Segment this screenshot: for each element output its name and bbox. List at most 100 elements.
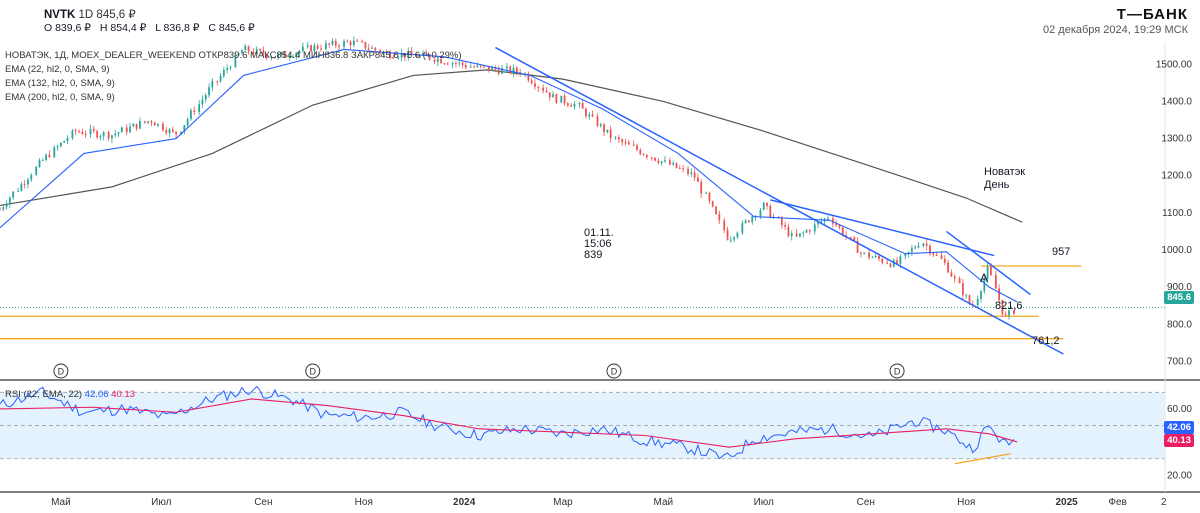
candle-body	[560, 95, 563, 103]
candle-body	[935, 254, 938, 256]
candle-body	[226, 68, 229, 71]
candle-body	[953, 276, 956, 279]
candle-body	[436, 58, 439, 62]
candle-body	[878, 255, 880, 259]
candle-body	[780, 217, 783, 226]
time-tick-label: 2025	[1055, 497, 1078, 508]
rsi-label[interactable]: RSI (22, EMA, 22) 42.06 40.13	[5, 389, 135, 400]
candle-body	[491, 67, 494, 71]
price-tick-label: 800.0	[1167, 319, 1192, 330]
ema200-line	[0, 69, 1023, 223]
symbol[interactable]: NVTK	[44, 9, 76, 21]
candle-body	[455, 62, 457, 64]
candle-body	[273, 57, 276, 59]
candle-body	[650, 157, 653, 159]
candle-body	[328, 43, 331, 45]
symbol-title[interactable]: NVTK 1D 845,6 ₽	[44, 7, 136, 21]
candle-body	[530, 80, 533, 84]
candle-body	[515, 67, 518, 73]
candle-body	[976, 298, 979, 306]
candle-body	[132, 123, 135, 127]
candle-body	[968, 295, 971, 305]
candle-body	[219, 75, 222, 82]
candle-body	[682, 168, 684, 170]
candle-body	[943, 258, 946, 263]
candle-body	[1013, 310, 1015, 315]
candle-body	[657, 160, 660, 163]
ema22-label[interactable]: EMA (22, hl2, 0, SMA, 9)	[5, 64, 110, 75]
candle-body	[162, 123, 164, 131]
candle-body	[425, 52, 428, 56]
candle-body	[947, 262, 949, 273]
candle-body	[838, 225, 841, 228]
ema200-label[interactable]: EMA (200, hl2, 0, SMA, 9)	[5, 92, 115, 103]
ema22-line	[0, 48, 1018, 303]
candle-body	[617, 137, 620, 140]
ohlc-row: O 839,6 ₽ H 854,4 ₽ L 836,8 ₽ C 845,6 ₽	[44, 22, 261, 34]
candle-body	[361, 41, 364, 43]
candle-body	[20, 184, 23, 191]
annotation-time: 15:06	[584, 238, 612, 250]
candle-body	[639, 149, 642, 155]
candle-body	[301, 46, 304, 51]
rsi-value: 42.06	[84, 389, 109, 400]
wave-label: A	[980, 271, 989, 285]
candle-body	[237, 53, 240, 56]
candle-body	[129, 126, 131, 133]
candle-body	[428, 55, 431, 60]
candle-body	[929, 245, 931, 254]
candle-body	[621, 139, 624, 143]
candle-body	[270, 57, 273, 59]
candle-body	[751, 216, 754, 223]
candle-body	[989, 266, 992, 276]
candle-body	[881, 258, 884, 263]
candle-body	[343, 41, 345, 47]
time-tick-label: Июл	[754, 497, 774, 508]
time-tick-label: Май	[654, 497, 674, 508]
price-tick-label: 1500.00	[1156, 59, 1193, 70]
candle-body	[5, 204, 8, 208]
dividend-marker	[305, 363, 321, 379]
time-tick-label: 2024	[453, 497, 476, 508]
candle-body	[201, 99, 204, 105]
candle-body	[925, 243, 928, 246]
candle-body	[998, 288, 1001, 300]
candle-body	[534, 83, 536, 87]
dividend-marker-label: D	[58, 367, 65, 377]
candle-body	[168, 129, 171, 134]
candle-body	[8, 197, 11, 205]
candle-body	[914, 247, 917, 249]
candle-body	[512, 67, 515, 73]
candle-body	[153, 122, 156, 126]
ema132-label[interactable]: EMA (132, hl2, 0, SMA, 9)	[5, 78, 115, 89]
candle-body	[690, 172, 693, 174]
candle-body	[400, 53, 403, 58]
candle-body	[487, 66, 490, 71]
candle-body	[958, 278, 961, 284]
interval[interactable]: 1D	[78, 9, 94, 21]
candle-body	[418, 55, 421, 58]
candle-body	[563, 95, 566, 104]
candle-body	[107, 132, 110, 139]
candle-body	[157, 123, 159, 126]
candle-body	[111, 135, 113, 139]
candle-body	[790, 233, 793, 237]
candle-body	[180, 131, 182, 135]
candle-body	[433, 59, 436, 62]
candle-body	[352, 40, 355, 46]
trendline	[495, 46, 1064, 355]
candle-body	[198, 104, 201, 113]
candle-body	[566, 103, 569, 106]
rsi-ema-value: 40.13	[111, 389, 135, 400]
candle-body	[292, 56, 294, 58]
indicator-line[interactable]: НОВАТЭК, 1Д, MOEX_DEALER_WEEKEND ОТКР839…	[5, 50, 462, 61]
candle-body	[591, 114, 594, 117]
price-tick-label: 1400.0	[1161, 96, 1192, 107]
candle-body	[687, 168, 689, 174]
time-tick-label: Ноя	[957, 497, 975, 508]
candle-body	[664, 160, 666, 162]
candle-body	[74, 130, 77, 132]
candle-body	[1001, 299, 1004, 315]
candle-body	[501, 68, 503, 74]
